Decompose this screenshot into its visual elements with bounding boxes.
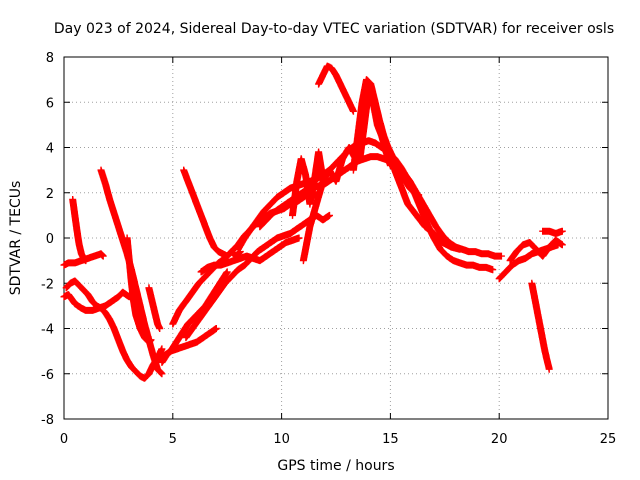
series-track-17 bbox=[299, 144, 360, 265]
y-axis-title: SDTVAR / TECUs bbox=[8, 181, 24, 296]
y-tick-label: 6 bbox=[46, 96, 54, 111]
x-tick-label: 15 bbox=[382, 432, 399, 447]
y-tick-label: 0 bbox=[46, 232, 54, 247]
series-track-5 bbox=[62, 277, 166, 382]
data-point-markers bbox=[69, 196, 90, 265]
data-point-markers bbox=[386, 155, 464, 253]
x-tick-label: 10 bbox=[273, 432, 290, 447]
data-point-markers bbox=[180, 166, 244, 260]
series-track-3 bbox=[69, 196, 90, 265]
data-point-markers bbox=[60, 288, 133, 314]
x-tick-label: 0 bbox=[60, 432, 68, 447]
series-track-12 bbox=[180, 166, 244, 260]
series-track-24 bbox=[528, 279, 553, 373]
series-track-18 bbox=[315, 62, 357, 115]
data-point-markers bbox=[62, 277, 166, 382]
chart-title: Day 023 of 2024, Sidereal Day-to-day VTE… bbox=[54, 21, 614, 37]
axis-ticks: 0 5 10 15 20 25 -8 -6 -4 -2 0 2 4 6 8 bbox=[41, 51, 616, 447]
data-point-markers bbox=[197, 234, 303, 276]
data-point-markers bbox=[299, 144, 360, 265]
data-point-markers bbox=[539, 227, 566, 237]
data-point-markers bbox=[154, 325, 220, 364]
series-track-9 bbox=[154, 325, 220, 364]
x-tick-label: 20 bbox=[491, 432, 508, 447]
data-point-markers bbox=[315, 62, 357, 115]
data-point-markers bbox=[289, 148, 327, 219]
series-track-23 bbox=[506, 236, 566, 265]
series-track-6 bbox=[123, 234, 155, 346]
y-tick-label: 2 bbox=[46, 187, 54, 202]
data-point-markers bbox=[528, 279, 553, 373]
y-tick-label: 8 bbox=[46, 51, 54, 66]
x-tick-label: 5 bbox=[169, 432, 177, 447]
y-tick-label: 4 bbox=[46, 142, 54, 157]
data-point-markers bbox=[356, 87, 394, 170]
series-track-7 bbox=[145, 284, 164, 332]
data-point-markers bbox=[506, 236, 566, 265]
y-tick-label: -2 bbox=[41, 277, 54, 292]
x-axis-title: GPS time / hours bbox=[277, 458, 394, 474]
series-track-13 bbox=[197, 234, 303, 276]
data-point-markers bbox=[123, 234, 155, 346]
y-tick-label: -8 bbox=[41, 413, 54, 428]
y-tick-label: -4 bbox=[41, 323, 54, 338]
grid-lines bbox=[64, 57, 608, 419]
series-track-16 bbox=[289, 148, 327, 219]
series-track-20 bbox=[356, 87, 394, 170]
data-marks bbox=[60, 62, 566, 382]
series-track-21 bbox=[386, 155, 464, 253]
y-tick-label: -6 bbox=[41, 368, 54, 383]
series-track-2 bbox=[60, 288, 133, 314]
x-tick-label: 25 bbox=[600, 432, 617, 447]
data-point-markers bbox=[145, 284, 164, 332]
series-track-25 bbox=[539, 227, 566, 237]
